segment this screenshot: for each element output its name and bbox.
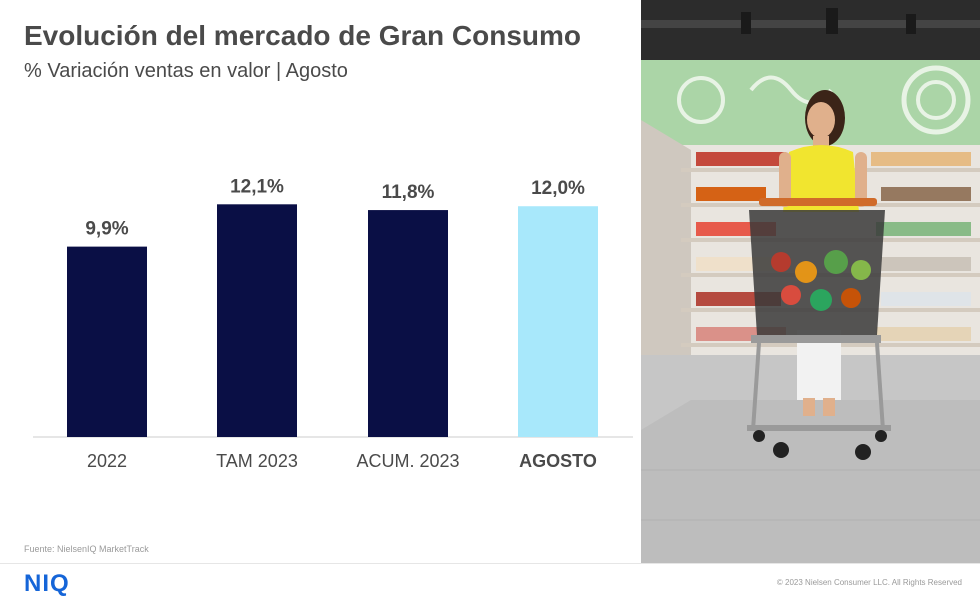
category-label-0: 2022	[87, 451, 127, 471]
chart-panel: Evolución del mercado de Gran Consumo % …	[24, 20, 633, 554]
bar-chart: 9,9% 2022 12,1% TAM 2023 11,8% ACUM. 2023 12,0…	[33, 176, 633, 471]
copyright-notice: © 2023 Nielsen Consumer LLC. All Rights …	[776, 578, 962, 587]
source-note: Fuente: NielsenIQ MarketTrack	[24, 544, 149, 554]
bar-2	[368, 210, 448, 437]
bar-0	[67, 246, 147, 437]
category-label-1: TAM 2023	[216, 451, 298, 471]
page-title: Evolución del mercado de Gran Consumo	[24, 20, 581, 51]
page-subtitle: % Variación ventas en valor | Agosto	[24, 60, 348, 82]
supermarket-photo	[641, 0, 980, 563]
data-label-0: 9,9%	[85, 219, 128, 240]
bar-3	[518, 206, 598, 437]
niq-logo: NIQ	[24, 570, 70, 597]
data-label-1: 12,1%	[230, 176, 284, 197]
data-label-2: 11,8%	[382, 182, 435, 203]
category-label-3: AGOSTO	[519, 451, 597, 471]
category-label-2: ACUM. 2023	[356, 451, 459, 471]
data-label-3: 12,0%	[531, 178, 585, 199]
footer-divider	[0, 563, 980, 564]
bar-1	[217, 204, 297, 437]
